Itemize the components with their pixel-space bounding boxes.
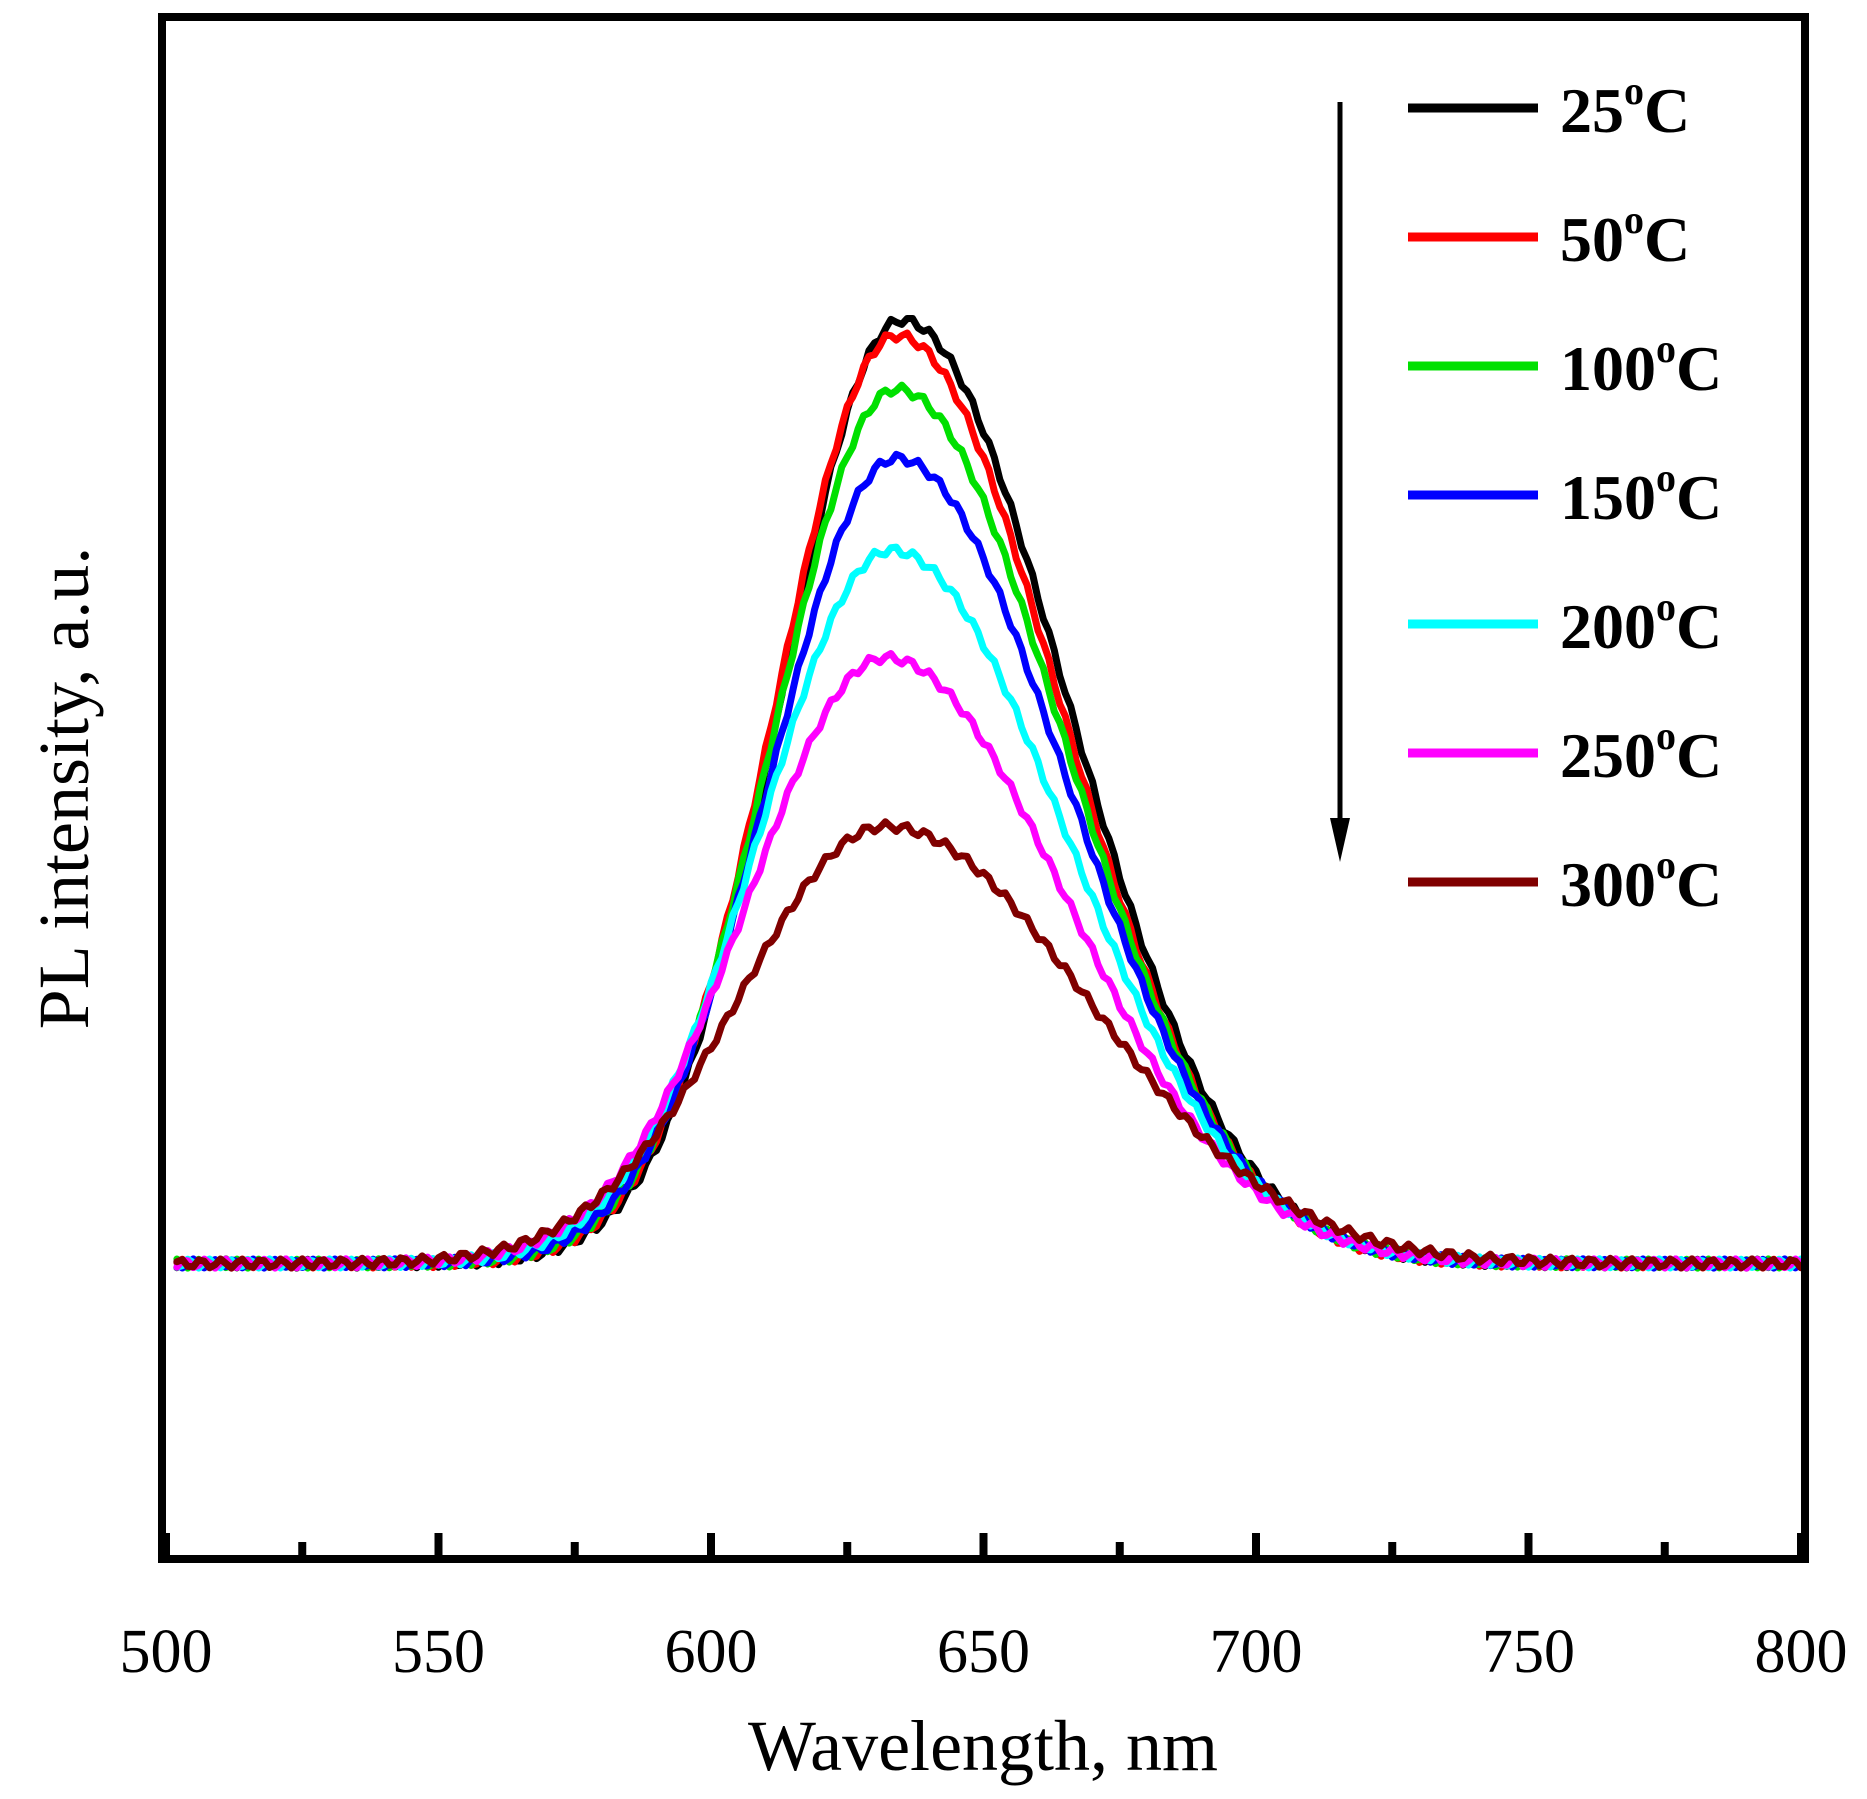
x-tick-labels: 500 550 600 650 700 750 800 [120, 1618, 1848, 1686]
series-line-100 [173, 381, 1805, 1272]
legend: 25oC 50oC 100oC 150oC 200oC 250oC 300oC [1408, 68, 1722, 920]
legend-item-25: 25oC [1408, 68, 1690, 146]
series-line-150 [173, 450, 1805, 1272]
series-line-250 [173, 650, 1805, 1272]
legend-label-300: 300oC [1560, 842, 1722, 920]
plot-frame [158, 13, 1809, 1563]
legend-item-100: 100oC [1408, 326, 1722, 404]
legend-item-250: 250oC [1408, 713, 1722, 791]
legend-label-250: 250oC [1560, 713, 1722, 791]
legend-label-200: 200oC [1560, 584, 1722, 662]
series-line-300 [173, 818, 1805, 1272]
legend-label-50: 50oC [1560, 197, 1690, 275]
series-layer [173, 315, 1805, 1272]
x-tick-label-800: 800 [1755, 1618, 1848, 1686]
x-tick-label-550: 550 [392, 1618, 485, 1686]
x-tick-label-700: 700 [1210, 1618, 1303, 1686]
legend-item-200: 200oC [1408, 584, 1722, 662]
trend-arrow [1330, 102, 1350, 862]
x-tick-label-600: 600 [665, 1618, 758, 1686]
legend-item-150: 150oC [1408, 455, 1722, 533]
legend-label-25: 25oC [1560, 68, 1690, 146]
trend-arrow-head [1330, 818, 1350, 862]
x-ticks [162, 1533, 1805, 1555]
legend-item-300: 300oC [1408, 842, 1722, 920]
y-axis-title: PL intensity, a.u. [24, 547, 104, 1030]
legend-label-100: 100oC [1560, 326, 1722, 404]
legend-label-150: 150oC [1560, 455, 1722, 533]
x-tick-label-500: 500 [120, 1618, 213, 1686]
x-tick-label-750: 750 [1482, 1618, 1575, 1686]
x-tick-label-650: 650 [937, 1618, 1030, 1686]
series-line-200 [173, 543, 1805, 1272]
x-axis-title: Wavelength, nm [748, 1706, 1218, 1786]
legend-item-50: 50oC [1408, 197, 1690, 275]
series-line-50 [173, 329, 1805, 1272]
